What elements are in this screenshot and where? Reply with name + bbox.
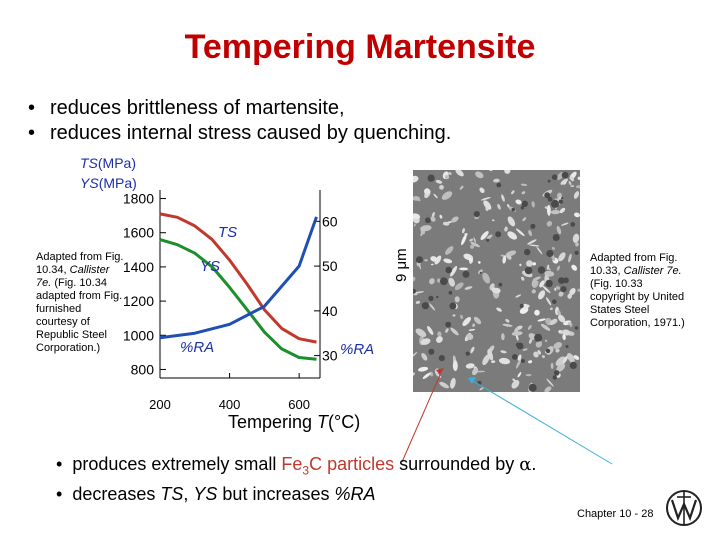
- series-line-1: [159, 238, 317, 361]
- bullet-2: reduces internal stress caused by quench…: [28, 121, 451, 146]
- y-right-tick-label: 40: [322, 303, 338, 319]
- ylabel-ys-var: YS: [80, 175, 99, 191]
- bottom-comma: ,: [183, 484, 194, 504]
- bottom-bullet-1-end: .: [531, 454, 537, 474]
- bottom-bullet-2-pre: decreases: [56, 484, 160, 504]
- figure-credit-right: Adapted from Fig. 10.33, Callister 7e. (…: [590, 252, 686, 330]
- right-axis-label: %RA: [340, 341, 374, 358]
- bottom-bullet-1: produces extremely small Fe3C particles …: [56, 454, 536, 478]
- alpha-symbol: α: [519, 454, 532, 475]
- series-line-2: [159, 216, 318, 340]
- chapter-number: Chapter 10 - 28: [577, 508, 654, 520]
- y-left-tick-label: 1200: [123, 293, 154, 309]
- credit-left-book: Callister 7e.: [36, 264, 110, 289]
- fe3c-c: C particles: [309, 454, 395, 474]
- scale-bar-label: 9 μm: [393, 248, 410, 282]
- credit-left-pre: Adapted from Fig. 10.34,: [36, 251, 124, 276]
- credit-right-post: (Fig. 10.33 copyright by United States S…: [590, 278, 685, 329]
- figure-credit-left: Adapted from Fig. 10.34, Callister 7e. (…: [36, 251, 124, 355]
- series-label-ys: YS: [200, 258, 220, 275]
- intro-bullets: reduces brittleness of martensite, reduc…: [28, 96, 451, 146]
- bottom-bullet-2-mid: but increases: [217, 484, 335, 504]
- university-logo: [666, 490, 702, 526]
- y-left-tick-label: 800: [131, 361, 155, 377]
- fe3c-sub: 3: [302, 463, 310, 478]
- credit-right-pre: Adapted from Fig. 10.33,: [590, 252, 678, 277]
- x-tick-label: 600: [288, 397, 310, 412]
- bottom-ys: YS: [193, 484, 218, 504]
- series-label-ts: TS: [218, 224, 237, 241]
- series-line-0: [159, 212, 317, 344]
- bottom-ra: %RA: [334, 484, 376, 504]
- ylabel-ts-unit: (MPa): [97, 155, 137, 171]
- x-tick-label: 400: [219, 397, 241, 412]
- fe3c-fe: Fe: [281, 454, 303, 474]
- credit-left-post: (Fig. 10.34 adapted from Fig. furnished …: [36, 277, 123, 354]
- martensite-micrograph: [413, 170, 580, 392]
- y-left-tick-label: 1800: [123, 191, 154, 207]
- bottom-bullet-1-mid: surrounded by: [394, 454, 520, 474]
- ylabel-ys: YS(MPa): [80, 175, 137, 191]
- credit-right-book: Callister 7e.: [623, 265, 682, 277]
- bottom-bullet-1-pre: produces extremely small: [56, 454, 281, 474]
- series-label-ra: %RA: [180, 339, 214, 356]
- bullet-1: reduces brittleness of martensite,: [28, 96, 451, 121]
- x-axis-label: Tempering T(°C): [228, 412, 360, 432]
- y-left-tick-label: 1400: [123, 259, 154, 275]
- x-tick-label: 200: [149, 397, 171, 412]
- y-right-tick-label: 50: [322, 258, 338, 274]
- ylabel-ts: TS(MPa): [80, 155, 136, 171]
- y-right-tick-label: 30: [322, 348, 338, 364]
- bottom-bullet-2: decreases TS, YS but increases %RA: [56, 484, 376, 505]
- ylabel-ts-var: TS: [80, 155, 98, 171]
- ylabel-ys-unit: (MPa): [98, 175, 137, 191]
- y-right-tick-label: 60: [322, 213, 338, 229]
- slide-title: Tempering Martensite: [184, 28, 536, 66]
- bottom-ts: TS: [160, 484, 184, 504]
- y-left-tick-label: 1600: [123, 225, 154, 241]
- y-left-tick-label: 1000: [123, 327, 154, 343]
